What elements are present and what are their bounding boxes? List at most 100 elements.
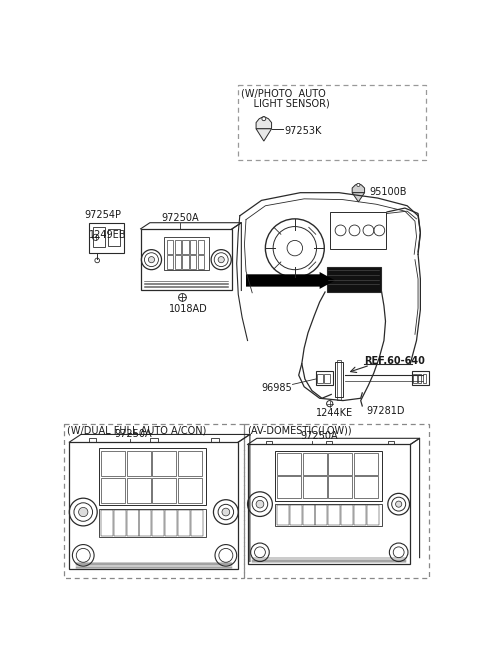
Bar bbox=[101, 478, 125, 503]
Bar bbox=[330, 212, 385, 249]
Bar bbox=[127, 478, 151, 503]
Circle shape bbox=[262, 117, 266, 121]
Text: 1018AD: 1018AD bbox=[168, 304, 207, 314]
Bar bbox=[99, 448, 206, 506]
Bar bbox=[326, 268, 381, 292]
Bar bbox=[114, 510, 126, 535]
Bar bbox=[127, 451, 151, 476]
Text: 97250A: 97250A bbox=[114, 429, 152, 439]
Bar bbox=[302, 505, 314, 525]
Bar bbox=[335, 362, 343, 397]
Bar bbox=[152, 478, 176, 503]
Bar bbox=[190, 255, 196, 269]
Bar bbox=[99, 508, 206, 537]
Circle shape bbox=[256, 501, 264, 508]
Bar bbox=[101, 510, 113, 535]
Bar bbox=[167, 255, 173, 269]
Bar bbox=[277, 476, 301, 499]
Bar bbox=[316, 371, 333, 385]
Text: 97250A: 97250A bbox=[300, 430, 338, 441]
Bar bbox=[164, 237, 209, 270]
Bar bbox=[317, 374, 323, 383]
Bar bbox=[324, 374, 330, 383]
Bar bbox=[277, 453, 301, 475]
Bar bbox=[178, 478, 202, 503]
Bar bbox=[101, 451, 125, 476]
Bar bbox=[244, 424, 429, 578]
Bar bbox=[266, 441, 272, 445]
Bar bbox=[108, 229, 120, 246]
Bar bbox=[354, 453, 378, 475]
Bar bbox=[413, 374, 417, 383]
Bar bbox=[182, 239, 189, 253]
Bar bbox=[328, 505, 340, 525]
Text: (W/DUAL FULL AUTO A/CON): (W/DUAL FULL AUTO A/CON) bbox=[67, 426, 206, 436]
Bar bbox=[178, 510, 190, 535]
Bar bbox=[89, 224, 124, 253]
Text: 96985: 96985 bbox=[262, 383, 292, 393]
Polygon shape bbox=[256, 129, 272, 141]
Text: (AV-DOMESTIC(LOW)): (AV-DOMESTIC(LOW)) bbox=[248, 426, 352, 436]
Bar bbox=[211, 438, 219, 442]
Bar bbox=[139, 510, 152, 535]
Circle shape bbox=[222, 508, 230, 516]
Bar bbox=[191, 510, 203, 535]
Bar bbox=[423, 374, 426, 383]
Bar bbox=[418, 374, 421, 383]
Circle shape bbox=[148, 256, 155, 263]
Bar bbox=[238, 85, 426, 159]
Text: (W/PHOTO  AUTO: (W/PHOTO AUTO bbox=[241, 89, 326, 99]
Text: 97250A: 97250A bbox=[161, 213, 199, 224]
Bar bbox=[69, 442, 238, 569]
Circle shape bbox=[218, 256, 224, 263]
Polygon shape bbox=[352, 193, 365, 202]
FancyArrow shape bbox=[246, 272, 335, 289]
Bar bbox=[127, 510, 139, 535]
Text: 1249EB: 1249EB bbox=[89, 230, 127, 240]
Bar bbox=[337, 359, 340, 400]
Bar bbox=[152, 510, 164, 535]
Bar bbox=[182, 255, 189, 269]
Bar bbox=[190, 239, 196, 253]
Text: 97253K: 97253K bbox=[284, 126, 321, 136]
Bar bbox=[412, 371, 429, 385]
Bar bbox=[248, 445, 410, 564]
Text: REF.60-640: REF.60-640 bbox=[364, 356, 425, 366]
Text: LIGHT SENSOR): LIGHT SENSOR) bbox=[241, 99, 330, 109]
Bar bbox=[198, 255, 204, 269]
Bar bbox=[315, 505, 327, 525]
Bar bbox=[290, 505, 302, 525]
Bar bbox=[89, 438, 96, 442]
Circle shape bbox=[79, 508, 88, 517]
Bar bbox=[302, 453, 326, 475]
Bar bbox=[198, 239, 204, 253]
Bar bbox=[165, 510, 177, 535]
Bar bbox=[167, 239, 173, 253]
Bar bbox=[328, 476, 352, 499]
Bar bbox=[326, 441, 332, 445]
Bar bbox=[175, 255, 181, 269]
Bar bbox=[328, 453, 352, 475]
Bar bbox=[150, 438, 157, 442]
Bar bbox=[141, 229, 232, 291]
Bar bbox=[354, 476, 378, 499]
Bar bbox=[277, 505, 289, 525]
Bar bbox=[354, 505, 366, 525]
Circle shape bbox=[396, 501, 402, 507]
Bar bbox=[93, 228, 105, 247]
Bar bbox=[275, 504, 382, 526]
Bar bbox=[175, 239, 181, 253]
Circle shape bbox=[357, 184, 360, 186]
Text: 1244KE: 1244KE bbox=[316, 408, 353, 419]
Bar bbox=[302, 476, 326, 499]
Polygon shape bbox=[256, 117, 272, 129]
Bar bbox=[152, 451, 176, 476]
Text: 95100B: 95100B bbox=[369, 186, 407, 197]
Bar bbox=[64, 424, 244, 578]
Bar bbox=[388, 441, 394, 445]
Text: 97281D: 97281D bbox=[366, 406, 405, 416]
Bar bbox=[367, 505, 379, 525]
Bar bbox=[178, 451, 202, 476]
Bar bbox=[341, 505, 353, 525]
Text: 97254P: 97254P bbox=[84, 210, 121, 220]
